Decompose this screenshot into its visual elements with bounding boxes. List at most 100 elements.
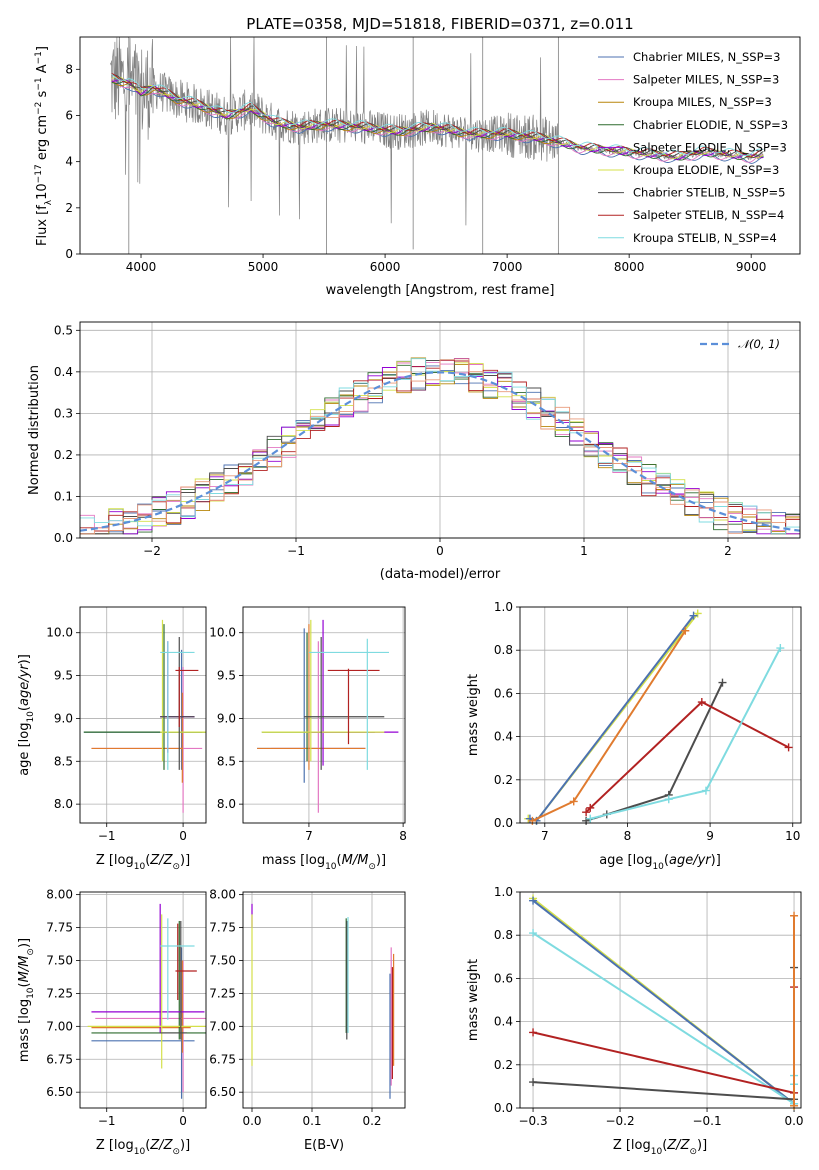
y-tick-label: 0.3 (54, 406, 73, 420)
legend-label: Salpeter STELIB, N_SSP=4 (633, 208, 784, 222)
axes-frame (79, 36, 801, 255)
y-tick-label: 8.0 (54, 797, 73, 811)
y-tick-label: 0.4 (494, 1015, 513, 1029)
series-line (532, 967, 795, 1101)
y-tick-label: 6.50 (209, 1085, 236, 1099)
x-tick-label: 5000 (248, 260, 279, 274)
axes-age_vs_mass: 7 8 8.0 8.5 9.0 9.5 10.0 (209, 606, 407, 843)
y-tick-label: 7.50 (46, 953, 73, 967)
y-tick-label: 8.00 (209, 888, 236, 902)
y-tick-label: 7.50 (209, 953, 236, 967)
model-salpeter_stelib (111, 72, 764, 158)
y-tick-label: 0.4 (54, 365, 73, 379)
legend-label: Salpeter MILES, N_SSP=3 (633, 73, 779, 87)
data-point (529, 1028, 538, 1037)
y-tick-label: 8 (65, 62, 73, 76)
y-tick-label: 7.00 (46, 1019, 73, 1033)
axes-frame (242, 891, 406, 1109)
x-tick-label: 0.2 (362, 1114, 381, 1128)
y-tick-label: 0.0 (494, 1101, 513, 1115)
plot-area-mass_vs_ebv (251, 903, 395, 1099)
y-tick-label: 7.25 (46, 986, 73, 1000)
data-point (790, 911, 799, 920)
y-tick-label: 0.6 (494, 686, 513, 700)
y-tick-label: 0.8 (494, 643, 513, 657)
data-point (529, 929, 538, 938)
x-tick-label: 8000 (614, 260, 645, 274)
y-tick-label: 8.5 (54, 754, 73, 768)
x-tick-label: 4000 (126, 260, 157, 274)
plot-area-residuals (80, 357, 800, 538)
axes-mass_vs_ebv: 0.0 0.1 0.2 6.50 6.75 7.00 7.25 7.50 7.75 8.00 (209, 888, 406, 1128)
x-tick-label: 6000 (370, 260, 401, 274)
x-tick-label: 0.1 (302, 1114, 321, 1128)
plot-area-age_vs_Z (83, 619, 206, 813)
x-tick-label: 8 (399, 829, 407, 843)
y-tick-label: 0.5 (54, 323, 73, 337)
x-tick-label: −0.1 (692, 1114, 721, 1128)
data-point (693, 609, 702, 618)
x-tick-label: −1 (287, 544, 305, 558)
legend-label: Kroupa ELODIE, N_SSP=3 (633, 163, 779, 177)
data-point (784, 743, 793, 752)
x-tick-label: 0 (179, 1114, 187, 1128)
x-tick-label: 9000 (736, 260, 767, 274)
x-tick-label: 0.0 (242, 1114, 261, 1128)
y-tick-label: 9.0 (54, 711, 73, 725)
data-point (701, 786, 710, 795)
y-tick-label: 0.0 (494, 816, 513, 830)
x-tick-label: −1 (98, 1114, 116, 1128)
model-chabrier_elodie (111, 80, 764, 161)
series-line (532, 932, 795, 1106)
data-spectrum (110, 37, 764, 226)
y-tick-label: 7.00 (209, 1019, 236, 1033)
x-axis-label: age [log10(age/yr)] (599, 853, 721, 872)
data-point (664, 795, 673, 804)
x-tick-label: −0.3 (518, 1114, 547, 1128)
y-axis-label: mass weight (466, 959, 481, 1041)
x-axis-label: Z [log10(Z/Z⊙)] (613, 1138, 707, 1157)
y-tick-label: 0.8 (494, 928, 513, 942)
axes-frame (79, 321, 801, 539)
x-axis-label: (data-model)/error (380, 567, 501, 582)
x-tick-label: −0.2 (605, 1114, 634, 1128)
x-tick-label: 7000 (492, 260, 523, 274)
y-tick-label: 0.4 (494, 730, 513, 744)
series-line (590, 647, 782, 820)
axes-residuals: −2 −1 0 1 2 0.0 0.1 0.2 0.3 0.4 0.5 (54, 321, 801, 558)
legend-label: Chabrier ELODIE, N_SSP=3 (633, 118, 788, 132)
axes-frame (519, 891, 802, 1109)
axes-spectrum: 4000 5000 6000 7000 8000 9000 0 2 4 6 8 (65, 36, 801, 274)
y-tick-label: 6.75 (46, 1052, 73, 1066)
y-tick-label: 0.2 (494, 773, 513, 787)
data-point (529, 1078, 538, 1087)
data-point (569, 797, 578, 806)
y-tick-label: 7.75 (209, 921, 236, 935)
y-tick-label: 6.50 (46, 1085, 73, 1099)
series-line (529, 614, 695, 822)
y-tick-label: 10.0 (209, 626, 236, 640)
legend-label: 𝒩(0, 1) (738, 337, 780, 351)
data-point (586, 803, 595, 812)
model-kroupa_stelib (111, 73, 764, 156)
y-tick-label: 7.25 (209, 986, 236, 1000)
axes-age_vs_Z: −1 0 8.0 8.5 9.0 9.5 10.0 (46, 606, 207, 843)
normal-curve (80, 371, 800, 532)
y-tick-label: 7.75 (46, 921, 73, 935)
y-tick-label: 0.2 (54, 448, 73, 462)
x-tick-label: 9 (706, 829, 714, 843)
legend-label: Chabrier STELIB, N_SSP=5 (633, 186, 785, 200)
y-tick-label: 0.1 (54, 489, 73, 503)
legend-residuals: 𝒩(0, 1) (700, 337, 780, 351)
y-tick-label: 6.75 (209, 1052, 236, 1066)
x-tick-label: 0 (436, 544, 444, 558)
plot-area-mass_vs_Z (87, 903, 206, 1099)
x-tick-label: 7 (541, 829, 549, 843)
y-axis-label: Normed distribution (27, 365, 42, 495)
y-tick-label: 9.5 (217, 669, 236, 683)
axes-frame (242, 606, 406, 824)
y-axis-label: age [log10(age/yr)] (17, 654, 36, 776)
x-tick-label: 0.0 (784, 1114, 803, 1128)
x-axis-label: Z [log10(Z/Z⊙)] (96, 1138, 190, 1157)
